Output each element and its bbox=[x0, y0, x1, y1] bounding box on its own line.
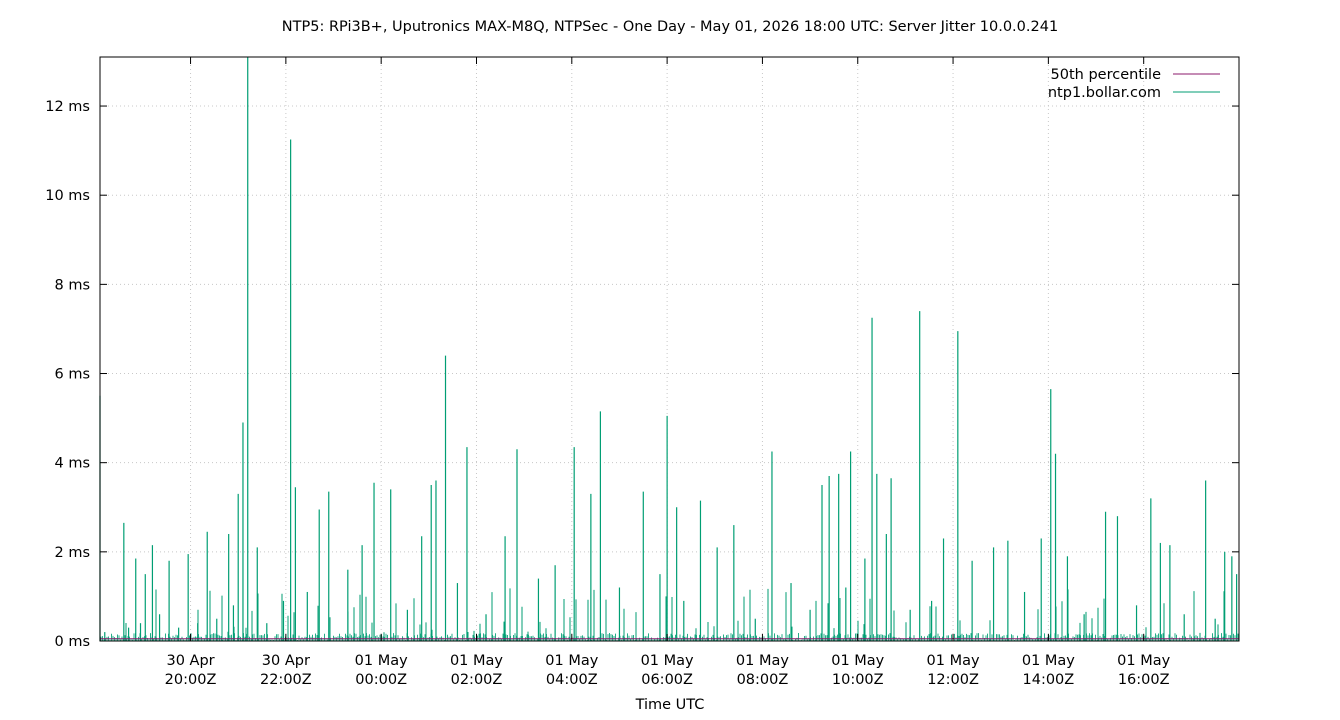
y-tick-label: 4 ms bbox=[54, 456, 90, 472]
noise-spikes bbox=[125, 588, 1225, 641]
x-tick-label: 01 May bbox=[355, 653, 408, 669]
x-tick-label: 01 May bbox=[1022, 653, 1075, 669]
x-tick-label: 30 Apr bbox=[166, 653, 214, 669]
x-tick-label: 16:00Z bbox=[1118, 672, 1170, 688]
y-tick-label: 6 ms bbox=[54, 367, 90, 383]
grid-lines bbox=[100, 57, 1239, 641]
x-tick-label: 01 May bbox=[545, 653, 598, 669]
y-tick-label: 12 ms bbox=[45, 99, 90, 115]
y-tick-label: 0 ms bbox=[54, 634, 90, 650]
x-tick-label: 14:00Z bbox=[1023, 672, 1075, 688]
y-tick-label: 10 ms bbox=[45, 188, 90, 204]
x-tick-label: 22:00Z bbox=[260, 672, 312, 688]
x-axis-label: Time UTC bbox=[635, 697, 705, 713]
x-tick-label: 01 May bbox=[831, 653, 884, 669]
legend-label: 50th percentile bbox=[1051, 67, 1162, 83]
x-tick-label: 01 May bbox=[641, 653, 694, 669]
legend-label: ntp1.bollar.com bbox=[1048, 85, 1161, 101]
chart-title: NTP5: RPi3B+, Uputronics MAX-M8Q, NTPSec… bbox=[281, 19, 1059, 35]
x-tick-label: 06:00Z bbox=[641, 672, 693, 688]
x-tick-label: 01 May bbox=[927, 653, 980, 669]
x-tick-label: 01 May bbox=[736, 653, 789, 669]
x-tick-label: 30 Apr bbox=[262, 653, 310, 669]
series-layer bbox=[99, 57, 1239, 641]
x-tick-label: 12:00Z bbox=[927, 672, 979, 688]
x-tick-label: 10:00Z bbox=[832, 672, 884, 688]
x-tick-label: 01 May bbox=[450, 653, 503, 669]
y-tick-label: 8 ms bbox=[54, 277, 90, 293]
y-tick-label: 2 ms bbox=[54, 545, 90, 561]
x-tick-label: 01 May bbox=[1117, 653, 1170, 669]
axis-ticks: 0 ms 2 ms 4 ms 6 ms 8 ms 10 ms 12 ms 30 Apr 20:0… bbox=[45, 57, 1239, 688]
x-tick-label: 00:00Z bbox=[355, 672, 407, 688]
x-tick-label: 02:00Z bbox=[451, 672, 503, 688]
legend: 50th percentile ntp1.bollar.com bbox=[1048, 67, 1220, 101]
plot-frame bbox=[99, 56, 1240, 642]
x-tick-label: 04:00Z bbox=[546, 672, 598, 688]
x-tick-label: 08:00Z bbox=[737, 672, 789, 688]
x-tick-label: 20:00Z bbox=[165, 672, 217, 688]
